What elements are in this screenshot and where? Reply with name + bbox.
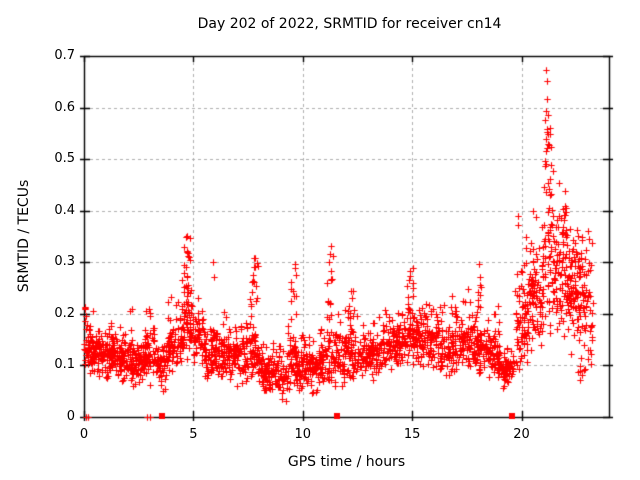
x-tick-label: 5 <box>189 427 198 442</box>
y-tick-label: 0.2 <box>54 305 75 321</box>
chart-title: Day 202 of 2022, SRMTID for receiver cn1… <box>197 16 502 32</box>
y-axis-title: SRMTID / TECUs <box>16 179 32 293</box>
x-tick-label: 10 <box>294 427 312 442</box>
y-tick-label: 0.1 <box>54 357 75 373</box>
y-tick-label: 0.4 <box>54 202 75 218</box>
y-tick-label: 0.5 <box>54 151 75 167</box>
x-tick-label: 15 <box>403 427 421 442</box>
x-tick-label: 20 <box>513 427 530 442</box>
y-tick-label: 0 <box>66 409 75 424</box>
y-tick-label: 0.6 <box>54 99 75 115</box>
x-axis-title: GPS time / hours <box>287 454 406 470</box>
y-tick-label: 0.3 <box>54 254 75 270</box>
x-tick-label: 0 <box>79 427 89 442</box>
y-tick-label: 0.7 <box>54 48 75 63</box>
